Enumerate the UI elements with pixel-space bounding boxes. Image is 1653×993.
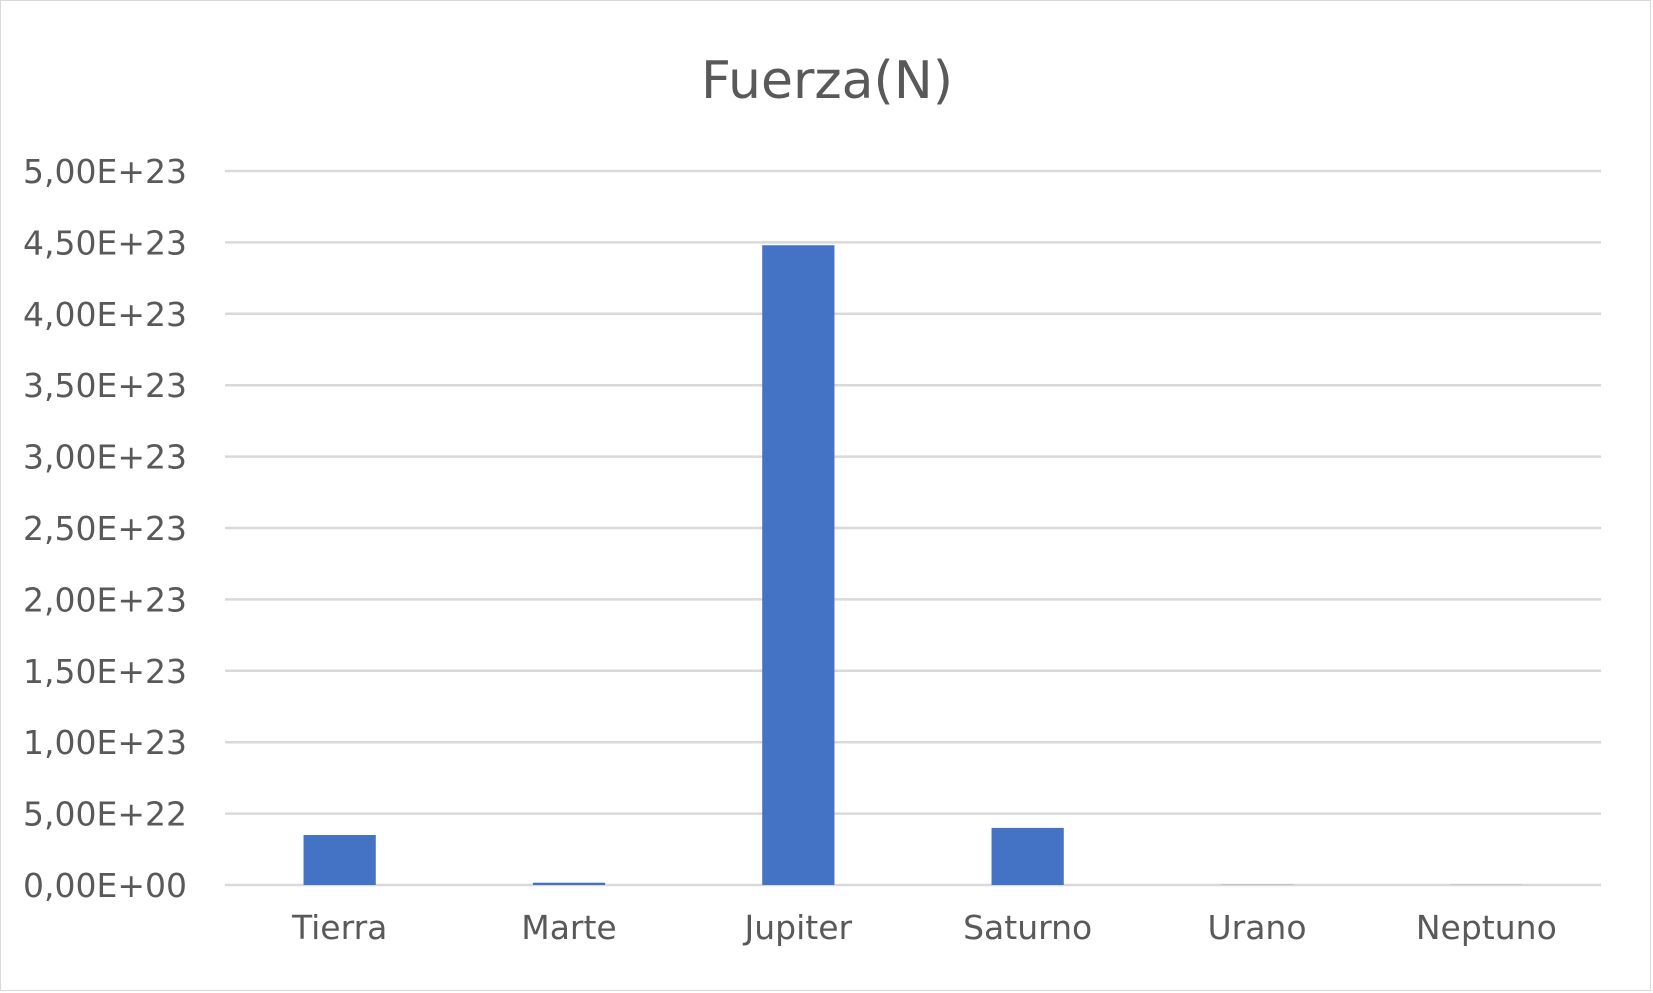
category-label: Urano (1207, 908, 1306, 947)
bar-marte (532, 882, 606, 885)
y-tick-label: 1,50E+23 (23, 652, 187, 691)
y-tick-label: 5,00E+23 (23, 152, 187, 191)
bars (303, 245, 1523, 886)
y-tick-label: 5,00E+22 (23, 795, 187, 834)
y-tick-label: 2,50E+23 (23, 509, 187, 548)
category-label: Marte (521, 908, 617, 947)
chart-title: Fuerza(N) (701, 51, 953, 111)
y-tick-label: 2,00E+23 (23, 580, 187, 619)
bar-jupiter (762, 245, 835, 886)
category-label: Neptuno (1416, 908, 1557, 947)
y-tick-label: 1,00E+23 (23, 723, 187, 762)
bar-tierra (303, 835, 376, 885)
gridlines (225, 169, 1601, 887)
y-axis-tick-labels: 0,00E+00 5,00E+22 1,00E+23 1,50E+23 2,00E+23… (23, 152, 187, 905)
bar-saturno (991, 827, 1064, 885)
x-axis-category-labels: Tierra Marte Jupiter Saturno Urano Neptuno (291, 908, 1557, 947)
y-tick-label: 4,50E+23 (23, 223, 187, 262)
category-label: Jupiter (743, 908, 853, 947)
y-tick-label: 3,00E+23 (23, 438, 187, 477)
category-label: Tierra (291, 908, 387, 947)
y-tick-label: 4,00E+23 (23, 295, 187, 334)
y-tick-label: 3,50E+23 (23, 366, 187, 405)
y-tick-label: 0,00E+00 (23, 866, 187, 905)
category-label: Saturno (963, 908, 1092, 947)
